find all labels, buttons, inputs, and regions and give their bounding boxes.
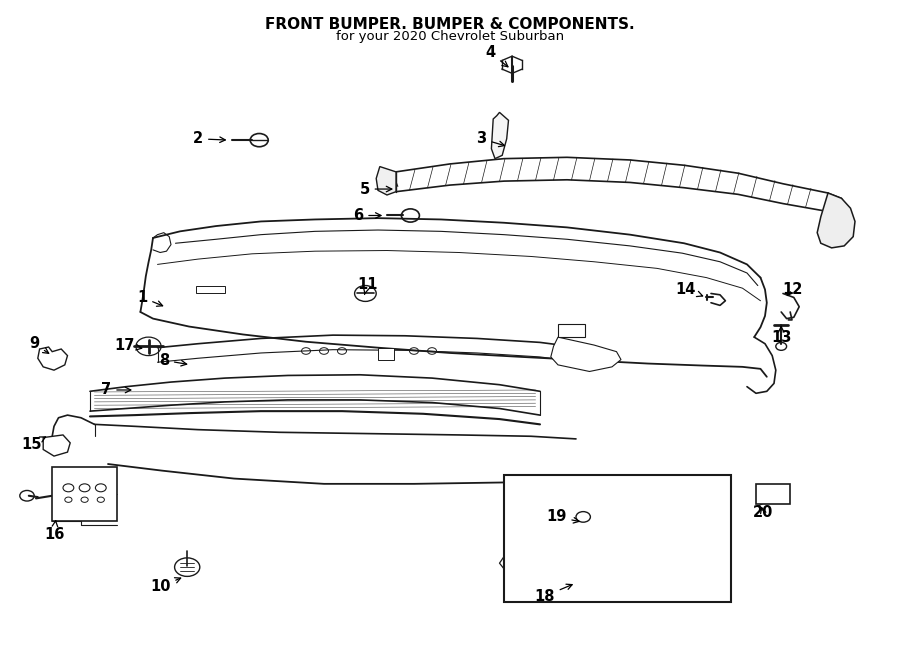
Polygon shape: [376, 167, 396, 195]
Text: 5: 5: [359, 182, 392, 196]
Text: 6: 6: [353, 208, 381, 223]
Text: 19: 19: [546, 510, 579, 524]
Bar: [378, 348, 394, 360]
Text: 20: 20: [753, 506, 773, 520]
Text: 12: 12: [782, 282, 802, 297]
Polygon shape: [817, 193, 855, 248]
Polygon shape: [491, 112, 508, 159]
Polygon shape: [196, 286, 225, 293]
Text: 10: 10: [150, 578, 181, 594]
Text: 11: 11: [357, 277, 377, 295]
Text: 13: 13: [771, 327, 791, 344]
Text: FRONT BUMPER. BUMPER & COMPONENTS.: FRONT BUMPER. BUMPER & COMPONENTS.: [266, 17, 634, 32]
Polygon shape: [556, 520, 686, 535]
Text: 16: 16: [44, 521, 64, 541]
Polygon shape: [558, 561, 716, 580]
Text: 4: 4: [485, 46, 508, 67]
Text: 9: 9: [29, 336, 49, 354]
Text: 7: 7: [101, 383, 130, 397]
Bar: [52, 467, 117, 521]
Text: 1: 1: [137, 290, 163, 306]
Text: 14: 14: [676, 282, 703, 297]
Polygon shape: [38, 347, 68, 370]
Text: 17: 17: [114, 338, 141, 352]
Text: 2: 2: [193, 132, 225, 146]
Bar: [504, 475, 731, 602]
Text: 3: 3: [476, 132, 505, 147]
Bar: [558, 324, 585, 337]
Polygon shape: [43, 435, 70, 456]
Bar: [756, 484, 790, 504]
Text: for your 2020 Chevrolet Suburban: for your 2020 Chevrolet Suburban: [336, 30, 564, 43]
Text: 18: 18: [535, 584, 572, 603]
Text: 15: 15: [22, 437, 46, 451]
Text: 8: 8: [158, 353, 186, 368]
Polygon shape: [551, 337, 621, 371]
